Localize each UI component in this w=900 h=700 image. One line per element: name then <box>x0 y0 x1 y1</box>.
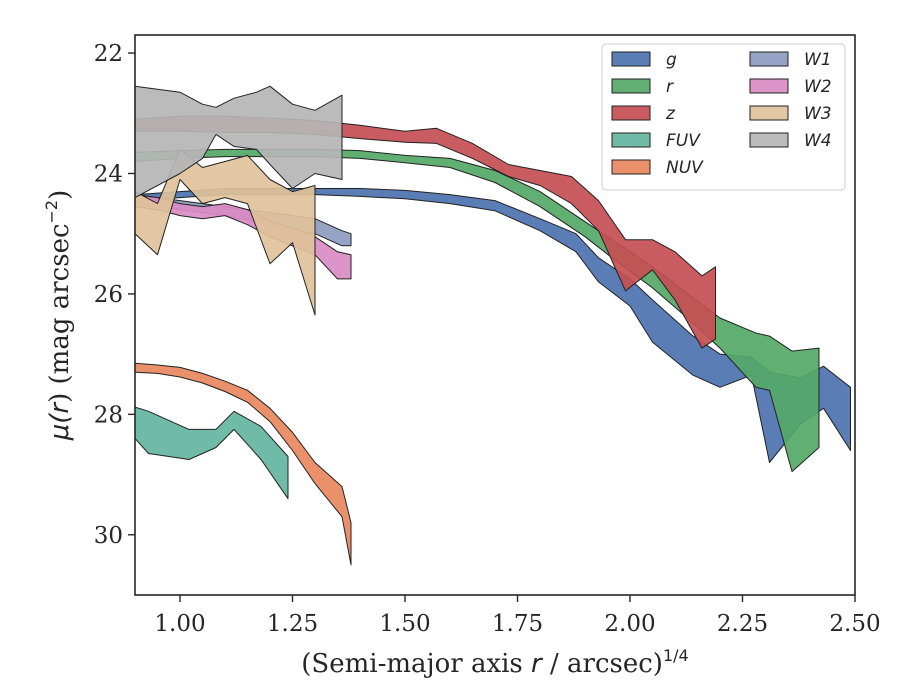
x-axis-title: (Semi-major axis r / arcsec)1/4 <box>301 646 688 679</box>
bands-layer <box>134 85 851 566</box>
legend-swatch-w4 <box>749 132 789 148</box>
legend-label-r: r <box>666 77 674 97</box>
x-tick-label: 2.25 <box>717 611 768 637</box>
legend-swatch-w1 <box>749 51 789 67</box>
legend-swatch-w3 <box>749 105 789 121</box>
y-tick-label: 22 <box>94 41 123 67</box>
y-tick-label: 24 <box>94 161 123 187</box>
legend-swatch-g <box>611 51 651 67</box>
legend-label-w3: W3 <box>804 104 832 124</box>
y-tick-label: 30 <box>94 523 123 549</box>
band-nuv <box>134 362 352 566</box>
band-w4 <box>134 85 343 199</box>
y-axis-title: μ(r) (mag arcsec−2) <box>42 190 75 442</box>
legend-label-w2: W2 <box>804 77 832 97</box>
legend-swatch-z <box>611 105 651 121</box>
plot-frame <box>134 34 856 596</box>
legend-label-g: g <box>666 50 677 70</box>
y-tick-label: 28 <box>94 402 123 428</box>
x-tick-label: 1.50 <box>379 611 430 637</box>
legend-swatch-nuv <box>611 159 651 175</box>
band-w3 <box>134 148 316 316</box>
y-tick-label: 26 <box>94 282 123 308</box>
y-axis-ticks: 22 24 26 28 30 <box>94 41 135 549</box>
x-axis-ticks: 1.00 1.25 1.50 1.75 2.00 2.25 2.50 <box>154 595 881 637</box>
legend: grz FUV NUV W1 W2 W3 W4 <box>601 43 846 191</box>
x-tick-label: 1.00 <box>154 611 205 637</box>
legend-label-nuv: NUV <box>666 158 704 178</box>
x-tick-label: 2.50 <box>829 611 880 637</box>
band-z <box>134 115 716 349</box>
x-tick-label: 1.75 <box>492 611 543 637</box>
legend-swatch-r <box>611 78 651 94</box>
legend-label-w1: W1 <box>804 50 832 70</box>
band-g <box>134 188 851 463</box>
legend-label-z: z <box>665 104 676 124</box>
legend-label-w4: W4 <box>804 131 832 151</box>
legend-swatch-w2 <box>749 78 789 94</box>
x-tick-label: 2.00 <box>604 611 655 637</box>
band-w2 <box>134 194 352 280</box>
band-fuv <box>134 406 289 500</box>
legend-swatch-fuv <box>611 132 651 148</box>
x-tick-label: 1.25 <box>267 611 318 637</box>
legend-label-fuv: FUV <box>666 131 701 151</box>
